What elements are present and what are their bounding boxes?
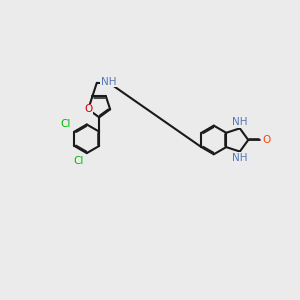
Text: O: O — [84, 104, 92, 114]
Text: NH: NH — [232, 153, 248, 163]
Text: Cl: Cl — [73, 156, 83, 166]
Text: Cl: Cl — [61, 119, 71, 129]
Text: NH: NH — [101, 76, 117, 87]
Text: O: O — [262, 135, 271, 145]
Text: NH: NH — [232, 117, 248, 127]
